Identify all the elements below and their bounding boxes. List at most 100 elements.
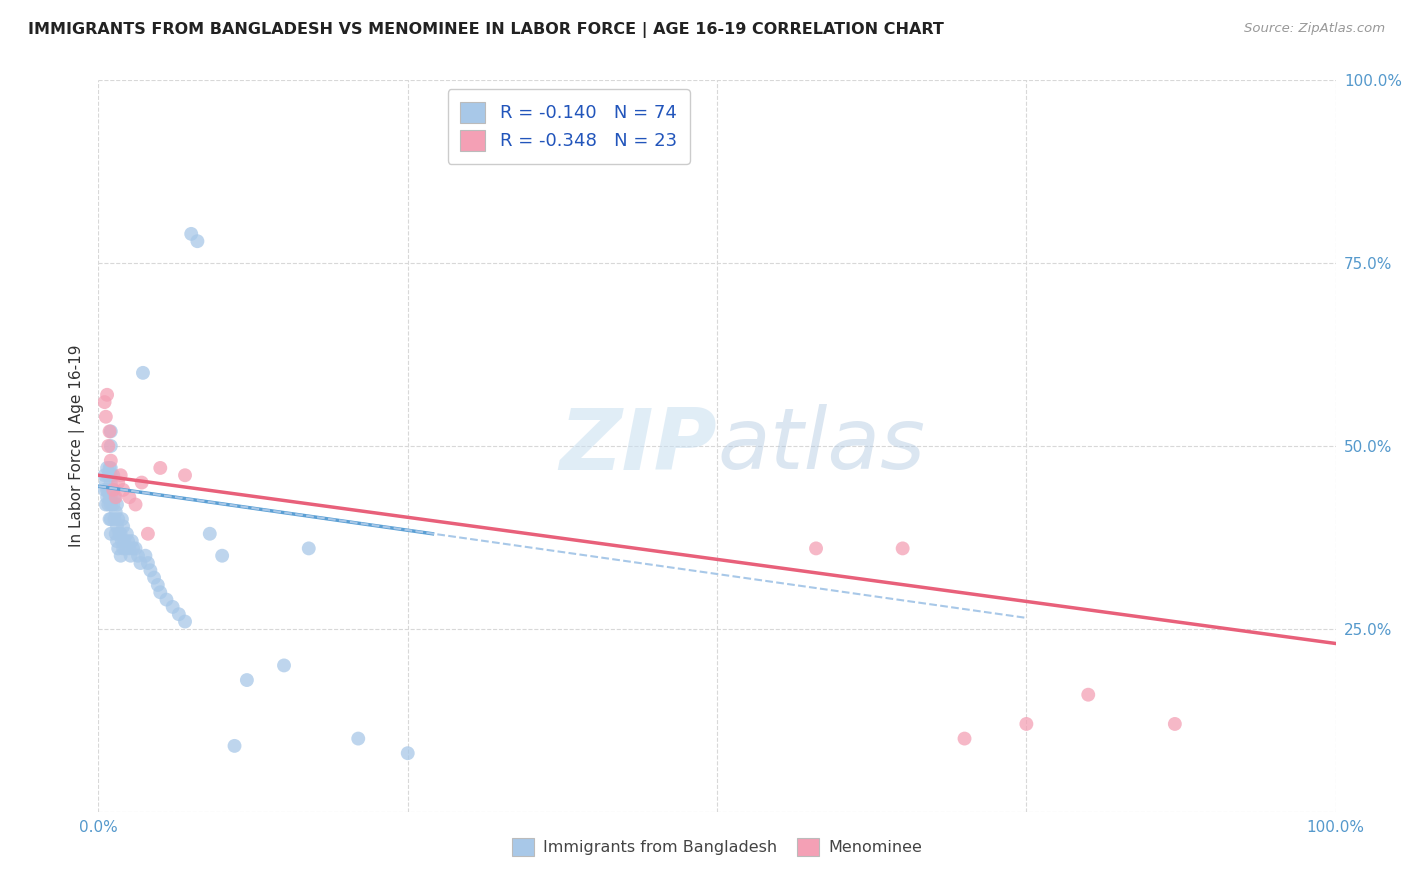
Text: atlas: atlas xyxy=(717,404,925,488)
Point xyxy=(100,468,122,483)
Point xyxy=(162,599,184,614)
Point xyxy=(105,534,128,549)
Point xyxy=(98,512,121,526)
Point xyxy=(97,483,120,497)
Point xyxy=(93,395,115,409)
Point xyxy=(149,461,172,475)
Point xyxy=(108,526,131,541)
Point xyxy=(953,731,976,746)
Point xyxy=(112,541,135,556)
Point xyxy=(107,541,129,556)
Point xyxy=(186,234,208,248)
Point xyxy=(100,475,122,490)
Point xyxy=(117,534,139,549)
Point xyxy=(146,578,169,592)
Point xyxy=(94,498,117,512)
Point xyxy=(94,475,117,490)
Point xyxy=(100,498,122,512)
Point xyxy=(104,526,127,541)
Point xyxy=(198,526,221,541)
Point xyxy=(103,498,125,512)
Point xyxy=(124,498,146,512)
Point xyxy=(107,475,129,490)
Point xyxy=(98,425,121,439)
Point xyxy=(103,483,125,497)
Point xyxy=(174,468,197,483)
Point xyxy=(155,592,177,607)
Point xyxy=(1164,717,1187,731)
Point xyxy=(167,607,190,622)
Point xyxy=(100,439,122,453)
Point xyxy=(110,549,132,563)
Y-axis label: In Labor Force | Age 16-19: In Labor Force | Age 16-19 xyxy=(69,344,84,548)
Point xyxy=(120,549,142,563)
Point xyxy=(93,483,115,497)
Point xyxy=(236,673,259,687)
Point xyxy=(129,556,152,570)
Point xyxy=(112,534,135,549)
Point xyxy=(174,615,197,629)
Point xyxy=(804,541,827,556)
Point xyxy=(1015,717,1038,731)
Point xyxy=(98,483,121,497)
Point xyxy=(105,498,128,512)
Point xyxy=(110,526,132,541)
Point xyxy=(107,512,129,526)
Point xyxy=(98,490,121,504)
Point xyxy=(131,475,153,490)
Point xyxy=(136,526,159,541)
Point xyxy=(134,549,156,563)
Point xyxy=(273,658,295,673)
Point xyxy=(298,541,321,556)
Point xyxy=(93,468,115,483)
Point xyxy=(97,498,120,512)
Text: ZIP: ZIP xyxy=(560,404,717,488)
Point xyxy=(111,512,134,526)
Point xyxy=(1077,688,1099,702)
Point xyxy=(112,519,135,533)
Point xyxy=(211,549,233,563)
Point xyxy=(891,541,914,556)
Point xyxy=(180,227,202,241)
Point xyxy=(112,483,135,497)
Text: Source: ZipAtlas.com: Source: ZipAtlas.com xyxy=(1244,22,1385,36)
Point xyxy=(118,490,141,504)
Point xyxy=(96,483,118,497)
Point xyxy=(96,461,118,475)
Point xyxy=(104,505,127,519)
Point xyxy=(100,453,122,467)
Point xyxy=(103,512,125,526)
Point xyxy=(100,490,122,504)
Point xyxy=(97,439,120,453)
Point xyxy=(124,541,146,556)
Point xyxy=(149,585,172,599)
Point xyxy=(347,731,370,746)
Point xyxy=(103,483,125,497)
Point xyxy=(396,746,419,760)
Point xyxy=(103,490,125,504)
Point xyxy=(100,461,122,475)
Point xyxy=(122,541,145,556)
Point xyxy=(224,739,246,753)
Point xyxy=(100,526,122,541)
Point xyxy=(100,425,122,439)
Point xyxy=(115,526,138,541)
Point xyxy=(132,366,155,380)
Point xyxy=(105,519,128,533)
Point xyxy=(98,461,121,475)
Point xyxy=(121,534,143,549)
Text: IMMIGRANTS FROM BANGLADESH VS MENOMINEE IN LABOR FORCE | AGE 16-19 CORRELATION C: IMMIGRANTS FROM BANGLADESH VS MENOMINEE … xyxy=(28,22,943,38)
Point xyxy=(127,549,149,563)
Point xyxy=(114,541,136,556)
Point xyxy=(96,388,118,402)
Point xyxy=(111,534,134,549)
Point xyxy=(97,468,120,483)
Point xyxy=(139,563,162,577)
Point xyxy=(96,490,118,504)
Point xyxy=(103,468,125,483)
Point xyxy=(110,468,132,483)
Point xyxy=(94,409,117,424)
Point xyxy=(104,490,127,504)
Point xyxy=(118,541,141,556)
Legend: Immigrants from Bangladesh, Menominee: Immigrants from Bangladesh, Menominee xyxy=(502,829,932,866)
